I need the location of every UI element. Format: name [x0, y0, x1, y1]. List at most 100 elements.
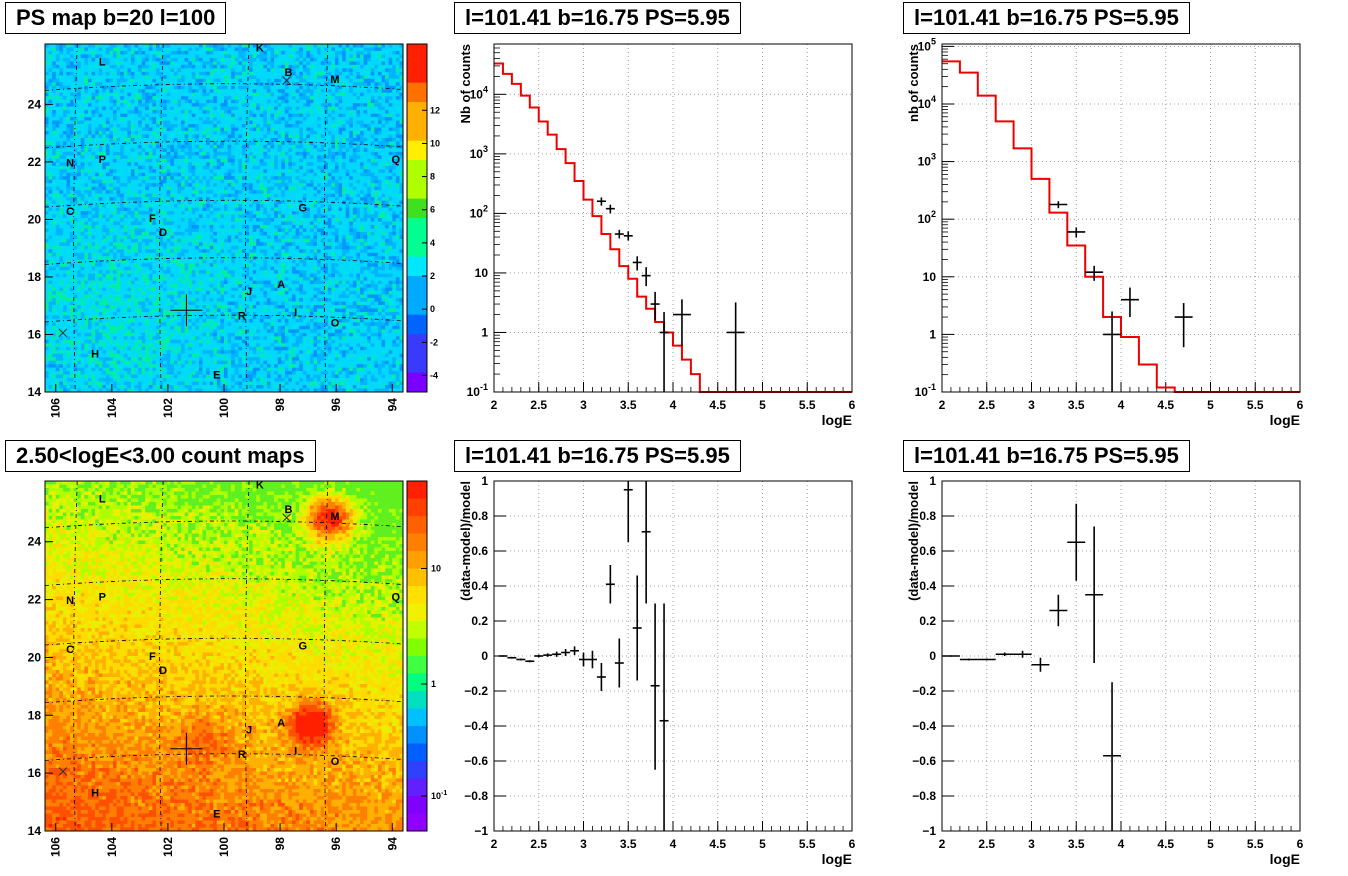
colorbar-band-10 — [407, 237, 427, 257]
data-point-4-1 — [507, 657, 516, 659]
xtick-label-4-2: 3 — [580, 837, 587, 851]
map-ytick-label-0-5: 24 — [28, 97, 42, 111]
source-label-G: G — [298, 203, 307, 215]
source-label-H: H — [91, 349, 99, 361]
ytick-label-5-6: 0.2 — [919, 614, 936, 628]
map-xtick-label-0-6: 94 — [385, 398, 399, 412]
source-label-J: J — [246, 725, 252, 737]
xtick-label-2-7: 5.5 — [799, 398, 816, 412]
xtick-label-4-3: 3.5 — [620, 837, 637, 851]
data-point-5-4 — [1014, 651, 1032, 658]
data-point-4-17 — [651, 604, 660, 770]
ytick-label-4-2: −0.6 — [464, 754, 488, 768]
ytick-label-3-3: 103 — [918, 152, 936, 169]
colorbar-band-16 — [407, 761, 427, 779]
xlabel-2: logE — [822, 412, 852, 428]
source-label-M: M — [330, 511, 339, 523]
colorbar-label-5: 2 — [430, 271, 435, 281]
ytick-label-4-1: −0.8 — [464, 789, 488, 803]
ytick-label-4-8: 0.6 — [471, 544, 488, 558]
ytick-label-4-5: 0 — [481, 649, 488, 663]
ylabel-2: Nb of counts — [458, 44, 473, 123]
source-label-B: B — [284, 67, 292, 79]
xtick-label-4-4: 4 — [670, 837, 677, 851]
data-point-4-6 — [552, 652, 561, 657]
ytick-label-5-8: 0.6 — [919, 544, 936, 558]
data-point-3-0 — [1049, 201, 1067, 208]
data-point-4-16 — [642, 481, 651, 604]
source-label-Q: Q — [392, 154, 401, 166]
xtick-label-4-6: 5 — [759, 837, 766, 851]
data-point-2-5 — [642, 267, 651, 286]
colorbar-band-8 — [407, 621, 427, 639]
colorbar-band-15 — [407, 334, 427, 354]
colorbar-band-1 — [407, 499, 427, 517]
ytick-label-2-1: 10 — [475, 266, 489, 280]
colorbar-band-9 — [407, 218, 427, 238]
source-label-I: I — [294, 307, 297, 319]
figure-canvas: KLBMN P QCFGDJAR IOHE106 104 102 100 98 96 941416… — [0, 0, 1348, 876]
data-point-5-9 — [1103, 682, 1121, 831]
map-xtick-label-1-1: 104 — [105, 837, 119, 857]
title-spectrum-2: l=101.41 b=16.75 PS=5.95 — [903, 2, 1190, 34]
xtick-label-4-7: 5.5 — [799, 837, 816, 851]
xlabel-5: logE — [1270, 851, 1300, 867]
source-label-H: H — [91, 788, 99, 800]
colorbar-band-11 — [407, 257, 427, 277]
source-label-Q: Q — [392, 592, 401, 604]
colorbar-band-2 — [407, 83, 427, 103]
source-label-D: D — [159, 665, 167, 677]
xtick-label-5-3: 3.5 — [1068, 837, 1085, 851]
title-residual-2: l=101.41 b=16.75 PS=5.95 — [903, 440, 1190, 472]
source-label-E: E — [213, 809, 220, 821]
ytick-label-3-6: 10-1 — [915, 382, 936, 399]
source-label-P: P — [99, 154, 106, 166]
ytick-label-5-4: −0.2 — [912, 684, 936, 698]
colorbar-band-12 — [407, 691, 427, 709]
colorbar-band-16 — [407, 353, 427, 373]
data-point-4-4 — [534, 655, 543, 658]
xtick-label-3-8: 6 — [1297, 398, 1304, 412]
colorbar-band-13 — [407, 295, 427, 315]
source-label-J: J — [246, 286, 252, 298]
colorbar-band-3 — [407, 534, 427, 552]
source-label-B: B — [284, 504, 292, 516]
data-point-3-4 — [1121, 288, 1139, 317]
data-point-2-7 — [660, 312, 669, 392]
ytick-label-2-5: 10-1 — [467, 382, 488, 399]
data-point-2-2 — [615, 230, 624, 239]
source-label-F: F — [149, 651, 156, 663]
xtick-label-2-2: 3 — [580, 398, 587, 412]
colorbar-band-19 — [407, 814, 427, 832]
data-point-4-18 — [660, 604, 669, 832]
data-point-3-2 — [1085, 266, 1103, 281]
xtick-label-5-1: 2.5 — [978, 837, 995, 851]
xlabel-4: logE — [822, 851, 852, 867]
map-xtick-label-1-2: 102 — [161, 837, 175, 857]
ytick-label-4-9: 0.8 — [471, 509, 488, 523]
xtick-label-3-0: 2 — [939, 398, 946, 412]
ytick-label-4-0: −1 — [474, 824, 488, 838]
ytick-label-5-3: −0.4 — [912, 719, 936, 733]
xtick-label-4-0: 2 — [491, 837, 498, 851]
data-point-4-12 — [606, 565, 615, 604]
colorbar-band-10 — [407, 656, 427, 674]
xtick-label-5-4: 4 — [1118, 837, 1125, 851]
source-label-G: G — [298, 641, 307, 653]
map-xtick-label-1-6: 94 — [385, 837, 399, 851]
ytick-label-4-4: −0.2 — [464, 684, 488, 698]
data-point-5-3 — [996, 653, 1014, 657]
data-point-2-1 — [606, 205, 615, 214]
map-ytick-label-1-1: 16 — [28, 766, 42, 780]
colorbar-band-14 — [407, 315, 427, 335]
colorbar-label-3: 6 — [430, 205, 435, 215]
ytick-label-5-9: 0.8 — [919, 509, 936, 523]
data-point-4-11 — [597, 663, 606, 691]
data-point-4-0 — [498, 655, 507, 656]
model-step-line-3 — [942, 61, 1300, 392]
colorbar-band-9 — [407, 639, 427, 657]
xtick-label-3-6: 5 — [1207, 398, 1214, 412]
map-xtick-label-0-2: 102 — [161, 398, 175, 418]
colorbar-band-0 — [407, 481, 427, 499]
colorbar-band-18 — [407, 796, 427, 814]
